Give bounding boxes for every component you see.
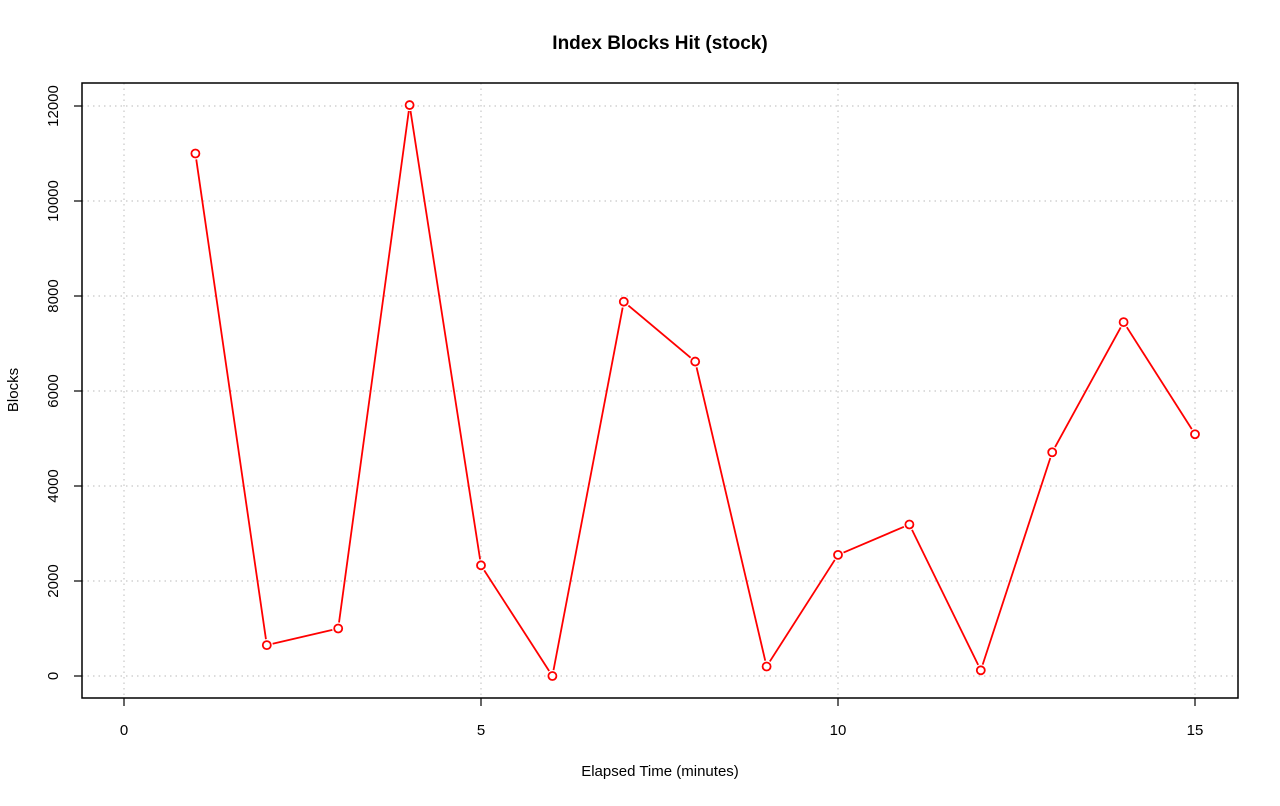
y-tick-label: 4000 [45,469,62,502]
y-tick-label: 10000 [45,180,62,222]
data-point [618,296,629,307]
series-line-segment [272,628,333,645]
x-axis-label: Elapsed Time (minutes) [581,763,739,780]
x-tick-label: 10 [830,722,847,739]
series-line-segment [483,569,550,672]
series-line-segment [1126,326,1193,430]
data-point [547,671,558,681]
x-tick-label: 0 [120,722,128,739]
series-line-segment [195,159,267,640]
series-line-segment [695,367,767,661]
grid-lines [82,83,1238,698]
series-line-segment [769,559,836,662]
series-line-segment [627,304,692,359]
chart-title: Index Blocks Hit (stock) [552,33,767,54]
data-point [761,661,772,672]
y-tick-label: 8000 [45,279,62,312]
series-layer [190,100,1200,681]
x-tick-label: 15 [1187,722,1204,739]
data-point [404,100,415,110]
y-tick-label: 6000 [45,374,62,407]
y-tick-label: 0 [45,672,62,680]
data-point [833,549,843,560]
y-tick-label: 12000 [45,85,62,127]
series-line-segment [843,525,905,554]
data-point [904,519,915,530]
x-axis: 0 5 10 15 [120,698,1204,739]
y-tick-label: 2000 [45,564,62,597]
data-series [190,100,1200,681]
data-point [1118,317,1129,328]
y-axis: 0 2000 4000 6000 8000 10000 12000 [45,85,82,680]
data-point [975,665,986,676]
data-point [1190,429,1200,440]
series-line-segment [409,110,481,560]
series-line-segment [552,307,624,671]
data-point [333,623,344,634]
data-point [1047,447,1058,458]
series-line-segment [338,110,410,623]
series-line-segment [911,529,979,666]
x-tick-label: 5 [477,722,485,739]
data-point [476,560,486,571]
data-point [261,640,272,651]
y-axis-label: Blocks [5,368,22,412]
series-line-segment [981,457,1052,665]
data-point [190,148,201,159]
series-line-segment [1054,326,1122,448]
data-point [690,356,701,367]
